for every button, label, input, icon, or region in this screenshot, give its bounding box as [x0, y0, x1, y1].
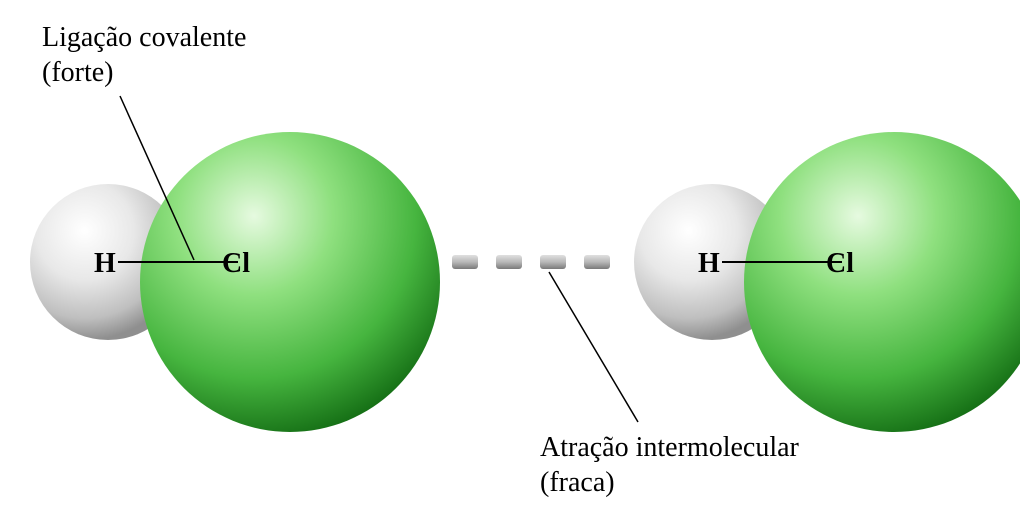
cl-atom-left: [140, 132, 440, 432]
molecule-right: [634, 132, 1020, 432]
pointer-intermolecular: [549, 272, 638, 422]
intermolecular-label: Atração intermolecular (fraca): [540, 430, 799, 500]
cl-label-right: Cl: [826, 248, 854, 280]
covalent-bond-label: Ligação covalente (forte): [42, 20, 246, 90]
intermolecular-line2: (fraca): [540, 467, 615, 498]
h-label-right: H: [698, 248, 720, 280]
intermolecular-dashes: [452, 255, 610, 269]
cl-atom-right: [744, 132, 1020, 432]
cl-label-left: Cl: [222, 248, 250, 280]
h-label-left: H: [94, 248, 116, 280]
covalent-line1: Ligação covalente: [42, 22, 246, 53]
molecule-left: [30, 132, 440, 432]
intermolecular-line1: Atração intermolecular: [540, 432, 799, 463]
covalent-line2: (forte): [42, 57, 114, 88]
